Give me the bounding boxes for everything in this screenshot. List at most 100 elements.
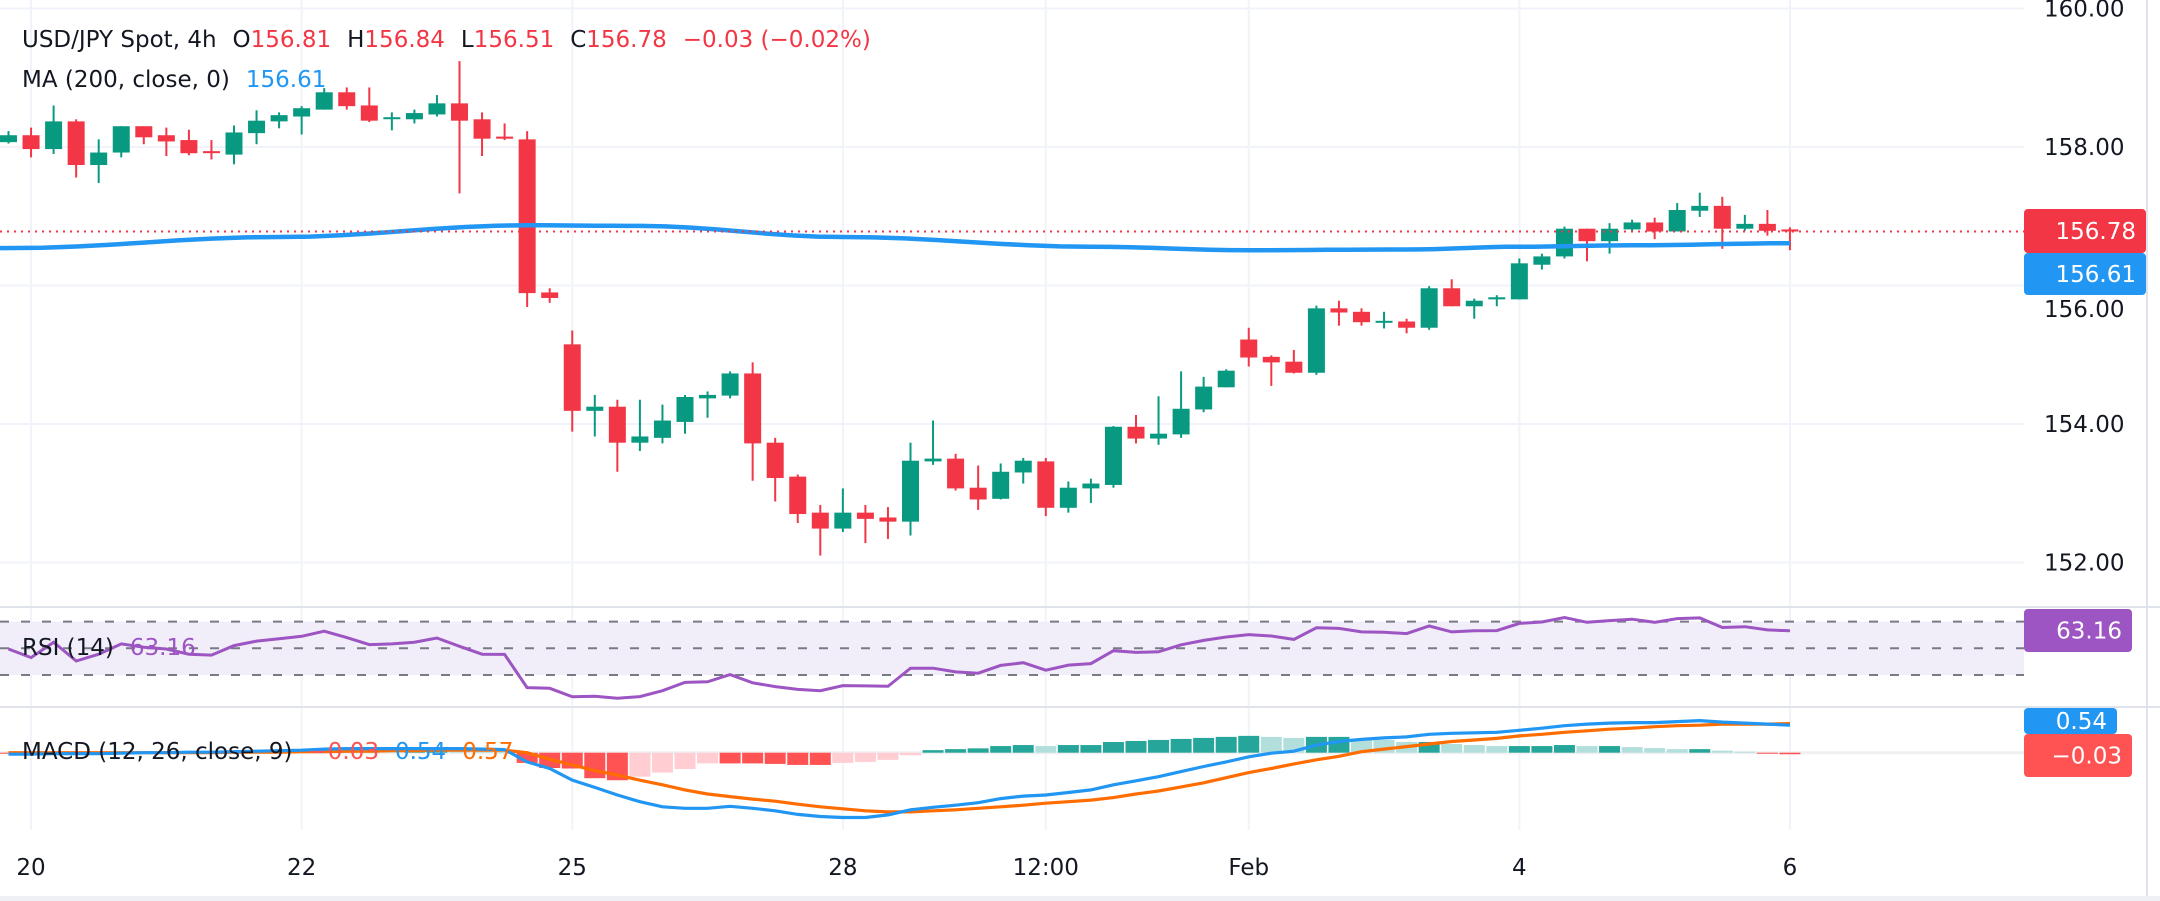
candle-down[interactable] — [22, 127, 40, 158]
legend-symbol[interactable]: USD/JPY Spot, 4h — [22, 27, 217, 53]
candle-down[interactable] — [135, 126, 153, 145]
candle-down[interactable] — [451, 61, 468, 194]
macd-histogram-bar[interactable] — [809, 752, 831, 765]
candle-up[interactable] — [1375, 311, 1393, 329]
candle-up[interactable] — [1510, 258, 1528, 300]
macd-histogram-bar[interactable] — [945, 749, 967, 753]
macd-histogram-bar[interactable] — [1260, 736, 1282, 753]
macd-histogram-bar[interactable] — [742, 752, 764, 764]
candle-up[interactable] — [270, 112, 288, 129]
macd-histogram-bar[interactable] — [1148, 739, 1170, 753]
macd-histogram-bar[interactable] — [1621, 747, 1643, 753]
candle-up[interactable] — [699, 391, 717, 418]
rsi-line[interactable] — [7, 615, 1791, 700]
macd-histogram-bar[interactable] — [900, 752, 921, 756]
macd-histogram-bar[interactable] — [1486, 746, 1508, 753]
macd-histogram-bar[interactable] — [1125, 740, 1147, 753]
candle-down[interactable] — [1285, 349, 1303, 374]
macd-histogram-bar[interactable] — [1553, 745, 1575, 753]
macd-histogram-bar[interactable] — [1012, 745, 1034, 753]
candle-down[interactable] — [157, 127, 175, 157]
rsi-pane[interactable] — [0, 615, 2024, 700]
macd-histogram-bar[interactable] — [471, 751, 493, 753]
macd-histogram-bar[interactable] — [1193, 737, 1215, 753]
price-pane[interactable] — [0, 61, 2024, 556]
candle-up[interactable] — [315, 88, 333, 110]
candle-down[interactable] — [473, 112, 491, 157]
candle-up[interactable] — [1420, 286, 1438, 330]
candle-up[interactable] — [1623, 219, 1641, 232]
candle-down[interactable] — [947, 453, 965, 491]
macd-histogram-bar[interactable] — [1035, 746, 1057, 753]
candle-down[interactable] — [1037, 457, 1055, 517]
candle-up[interactable] — [293, 106, 311, 135]
macd-histogram-bar[interactable] — [449, 751, 470, 753]
histogram-badge[interactable]: −0.03 — [2024, 734, 2132, 777]
macd-histogram-bar[interactable] — [1441, 744, 1463, 753]
macd-histogram-bar[interactable] — [584, 752, 606, 779]
macd-histogram-bar[interactable] — [629, 752, 651, 777]
candle-up[interactable] — [1555, 226, 1573, 259]
candle-up[interactable] — [1668, 203, 1686, 232]
candle-up[interactable] — [1014, 457, 1032, 484]
candle-down[interactable] — [744, 362, 762, 481]
candle-down[interactable] — [811, 505, 829, 556]
candle-up[interactable] — [428, 95, 446, 117]
macd-histogram-bar[interactable] — [990, 746, 1012, 753]
macd-histogram-bar[interactable] — [1644, 748, 1666, 753]
candle-up[interactable] — [902, 442, 919, 536]
candle-down[interactable] — [969, 465, 987, 510]
candle-up[interactable] — [834, 488, 852, 533]
candle-down[interactable] — [360, 87, 378, 123]
macd-line[interactable] — [8, 718, 1791, 820]
rsi-badge[interactable]: 63.16 — [2024, 609, 2132, 652]
legend-rsi-label[interactable]: RSI (14) — [22, 635, 114, 661]
candle-up[interactable] — [1150, 396, 1168, 445]
macd-histogram-bar[interactable] — [1215, 736, 1237, 753]
macd-histogram-bar[interactable] — [967, 748, 989, 753]
macd-histogram-bar[interactable] — [1756, 752, 1778, 754]
macd-histogram-bar[interactable] — [832, 752, 854, 763]
candle-down[interactable] — [1240, 327, 1258, 367]
candle-down[interactable] — [338, 87, 356, 110]
macd-histogram-bar[interactable] — [1170, 738, 1192, 753]
last-price-badge[interactable]: 156.78 — [2024, 209, 2146, 253]
candle-down[interactable] — [541, 288, 559, 303]
macd-badge[interactable]: 0.54 — [2024, 708, 2117, 735]
candle-up[interactable] — [0, 131, 17, 144]
candle-up[interactable] — [1104, 426, 1122, 488]
candle-up[interactable] — [924, 420, 942, 465]
candle-up[interactable] — [653, 404, 671, 444]
candle-up[interactable] — [992, 463, 1010, 500]
macd-histogram-bar[interactable] — [697, 752, 719, 764]
candle-up[interactable] — [721, 371, 739, 399]
macd-histogram-bar[interactable] — [1666, 749, 1688, 753]
candle-up[interactable] — [1307, 305, 1325, 375]
candle-down[interactable] — [1443, 279, 1461, 307]
macd-histogram-bar[interactable] — [877, 752, 899, 760]
macd-histogram-bar[interactable] — [1531, 746, 1553, 753]
candle-down[interactable] — [1127, 414, 1145, 444]
candle-up[interactable] — [1082, 478, 1100, 503]
candle-up[interactable] — [248, 110, 266, 145]
ma-badge[interactable]: 156.61 — [2024, 253, 2146, 295]
candle-up[interactable] — [112, 126, 130, 158]
macd-histogram-bar[interactable] — [1238, 735, 1260, 753]
macd-histogram-bar[interactable] — [787, 752, 809, 765]
macd-histogram-bar[interactable] — [1102, 741, 1124, 753]
macd-histogram-bar[interactable] — [674, 752, 696, 770]
candle-down[interactable] — [1781, 227, 1799, 251]
candle-down[interactable] — [67, 119, 85, 178]
candle-down[interactable] — [1758, 210, 1776, 236]
macd-histogram-bar[interactable] — [764, 752, 786, 764]
candle-up[interactable] — [45, 105, 63, 154]
candle-up[interactable] — [586, 394, 604, 437]
candle-up[interactable] — [1488, 295, 1506, 307]
candle-up[interactable] — [631, 399, 649, 452]
candle-down[interactable] — [180, 129, 198, 156]
candle-down[interactable] — [1262, 355, 1280, 386]
candle-down[interactable] — [879, 507, 897, 539]
candle-up[interactable] — [405, 109, 423, 124]
candle-up[interactable] — [1059, 481, 1077, 513]
